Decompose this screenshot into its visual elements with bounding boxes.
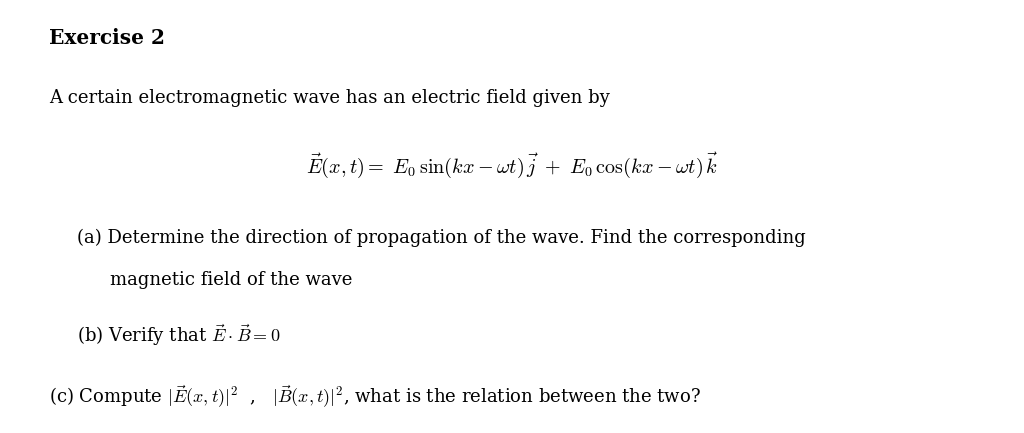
Text: Exercise 2: Exercise 2 xyxy=(49,28,165,48)
Text: (b) Verify that $\vec{E} \cdot \vec{B} = 0$: (b) Verify that $\vec{E} \cdot \vec{B} =… xyxy=(77,323,281,348)
Text: magnetic field of the wave: magnetic field of the wave xyxy=(110,271,352,289)
Text: A certain electromagnetic wave has an electric field given by: A certain electromagnetic wave has an el… xyxy=(49,89,610,107)
Text: (c) Compute $|\vec{E}(x,t)|^2$  ,   $|\vec{B}(x,t)|^2$, what is the relation bet: (c) Compute $|\vec{E}(x,t)|^2$ , $|\vec{… xyxy=(49,383,701,410)
Text: (a) Determine the direction of propagation of the wave. Find the corresponding: (a) Determine the direction of propagati… xyxy=(77,229,806,247)
Text: $\vec{E}(x,t) = \ E_0\,\mathrm{sin}(kx - \omega t)\,\vec{j}\ +\ E_0\,\mathrm{cos: $\vec{E}(x,t) = \ E_0\,\mathrm{sin}(kx -… xyxy=(306,151,718,180)
